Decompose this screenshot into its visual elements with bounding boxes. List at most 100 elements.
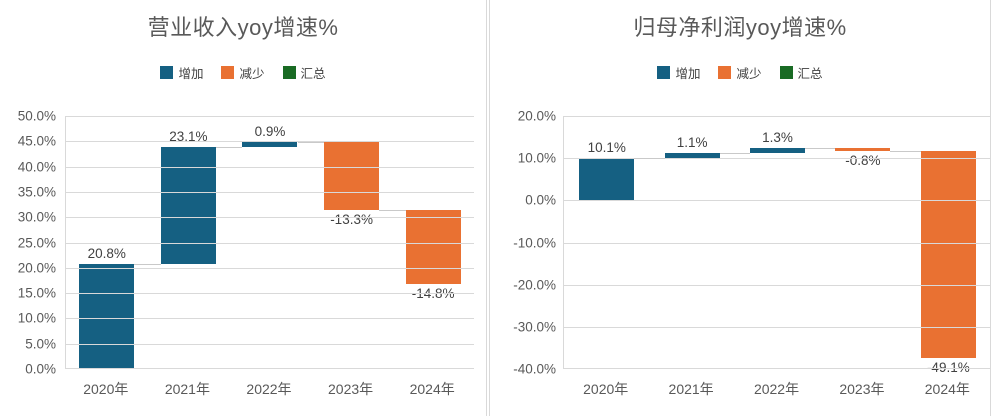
chart-panel-netprofit-yoy[interactable]: 归母净利润yoy增速% 增加 减少 汇总 20.0% 10.0% 0.0% -10.0% -…	[489, 0, 991, 416]
legend-label: 增加	[178, 66, 204, 81]
legend-label: 汇总	[300, 66, 326, 81]
y-tick-label: -10.0%	[513, 235, 556, 250]
legend-item: 增加	[160, 63, 203, 82]
waterfall-bar-2021年	[664, 153, 720, 158]
x-tick-label: 2024年	[924, 381, 970, 397]
legend-swatch-icon	[718, 65, 732, 79]
waterfall-bar-2022年	[750, 147, 806, 154]
value-label: 10.1%	[587, 139, 626, 155]
chart-panel-revenue-yoy[interactable]: 营业收入yoy增速% 增加 减少 汇总 50.0% 45.0% 40.0% 35.0% 30…	[0, 0, 487, 416]
legend-label: 减少	[239, 66, 265, 81]
gridline	[66, 243, 474, 244]
bars: 20.8% 23.1% 0.9% -13.3% -14.8%	[66, 116, 474, 369]
x-axis: 2020年 2021年 2022年 2023年 2024年	[65, 379, 473, 399]
x-tick-label: 2022年	[246, 381, 292, 397]
y-tick-label: 15.0%	[17, 285, 56, 301]
y-tick-label: -20.0%	[513, 277, 556, 293]
gridline	[66, 344, 474, 345]
gridline	[564, 285, 991, 286]
y-tick-label: 30.0%	[17, 209, 56, 225]
chart-title: 营业收入yoy增速%	[147, 15, 339, 40]
y-tick-label: 50.0%	[17, 108, 56, 124]
x-tick-label: 2023年	[328, 381, 374, 397]
legend-swatch-icon	[779, 65, 793, 79]
x-tick-label: 2022年	[753, 381, 800, 397]
legend: 增加 减少 汇总	[490, 63, 990, 82]
y-tick-label: 40.0%	[17, 159, 56, 175]
category-cell: 0.9%	[229, 116, 311, 369]
gridline	[564, 368, 991, 369]
legend: 增加 减少 汇总	[0, 63, 486, 82]
gridline	[564, 116, 991, 117]
gridline	[66, 116, 474, 117]
connector-line	[297, 142, 325, 143]
waterfall-bar-2023年	[835, 147, 891, 151]
legend-item: 汇总	[282, 63, 326, 82]
value-label: 20.8%	[87, 245, 126, 261]
x-tick-label: 2020年	[83, 381, 129, 397]
category-cell: 1.3%	[735, 116, 820, 369]
category-cell: 1.1%	[649, 116, 734, 369]
gridline	[66, 293, 474, 294]
legend-item: 增加	[657, 63, 700, 82]
waterfall-bar-2020年	[79, 263, 135, 369]
waterfall-bar-2020年	[579, 157, 635, 201]
legend-swatch-icon	[657, 65, 671, 79]
waterfall-bar-2024年	[405, 209, 461, 285]
y-tick-label: 5.0%	[25, 336, 56, 352]
category-cell: -14.8%	[392, 116, 474, 369]
waterfall-bar-2021年	[160, 146, 216, 264]
waterfall-bar-2024年	[920, 150, 976, 359]
y-tick-label: 35.0%	[17, 184, 56, 200]
category-cell: 23.1%	[148, 116, 230, 369]
connector-line	[805, 148, 836, 149]
y-tick-label: -40.0%	[513, 361, 556, 377]
y-axis: 20.0% 10.0% 0.0% -10.0% -20.0% -30.0% -40.0%	[490, 109, 556, 377]
legend-swatch-icon	[160, 65, 174, 79]
value-label: -13.3%	[330, 211, 373, 227]
gridline	[564, 243, 991, 244]
gridline	[564, 158, 991, 159]
legend-item: 汇总	[779, 63, 823, 82]
value-label: 1.1%	[676, 135, 708, 151]
y-tick-label: 45.0%	[17, 133, 56, 149]
category-cell: -49.1%	[906, 116, 991, 375]
legend-label: 减少	[736, 66, 762, 81]
value-label: 1.3%	[762, 129, 793, 145]
x-tick-label: 2021年	[164, 381, 210, 397]
connector-line	[134, 264, 161, 265]
gridline	[66, 217, 474, 218]
value-label: 0.9%	[254, 124, 286, 140]
y-axis: 50.0% 45.0% 40.0% 35.0% 30.0% 25.0% 20.0% 15.0%…	[0, 109, 56, 377]
y-tick-label: 20.0%	[17, 260, 56, 276]
gridline	[66, 167, 474, 168]
category-cell: -0.8%	[820, 116, 905, 369]
value-label: -49.1%	[926, 360, 970, 376]
category-cell: -13.3%	[311, 116, 393, 369]
category-cell: 10.1%	[564, 116, 649, 369]
x-tick-label: 2023年	[839, 381, 885, 397]
x-tick-label: 2020年	[583, 381, 629, 397]
connector-line	[890, 151, 921, 152]
x-axis: 2020年 2021年 2022年 2023年 2024年	[563, 379, 990, 399]
y-tick-label: 10.0%	[517, 150, 556, 166]
gridline	[564, 200, 991, 201]
legend-label: 增加	[675, 66, 701, 81]
value-label: -0.8%	[845, 152, 881, 168]
connector-line	[215, 147, 243, 148]
y-tick-label: 10.0%	[17, 310, 56, 326]
y-tick-label: -30.0%	[513, 319, 556, 335]
gridline	[66, 318, 474, 319]
bars: 10.1% 1.1% 1.3% -0.8% -49.1%	[564, 116, 991, 375]
category-cell: 20.8%	[66, 116, 148, 369]
gridline	[66, 368, 474, 369]
gridline	[564, 327, 991, 328]
connector-line	[634, 158, 665, 159]
legend-item: 减少	[718, 63, 762, 82]
y-tick-label: 20.0%	[517, 108, 556, 124]
legend-swatch-icon	[221, 65, 235, 79]
legend-item: 减少	[221, 63, 265, 82]
plot-area: 20.8% 23.1% 0.9% -13.3% -14.8%	[65, 116, 474, 369]
plot-area: 10.1% 1.1% 1.3% -0.8% -49.1%	[563, 116, 991, 375]
y-tick-label: 25.0%	[17, 235, 56, 250]
